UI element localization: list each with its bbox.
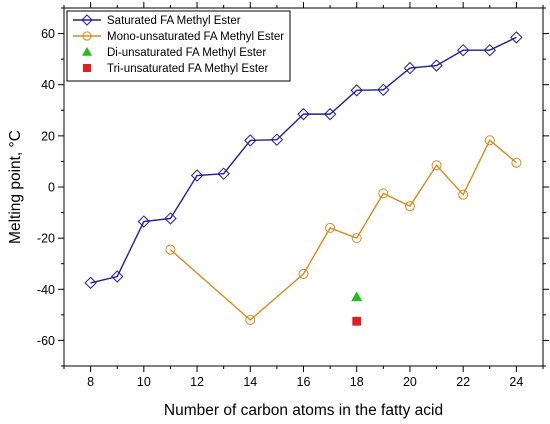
- legend-marker: [82, 31, 92, 41]
- legend-marker: [81, 14, 93, 26]
- x-tick-label: 24: [509, 375, 523, 389]
- y-tick-label: 40: [41, 78, 55, 92]
- y-tick-label: -60: [37, 334, 55, 348]
- x-tick-label: 10: [137, 375, 151, 389]
- legend-label: Di-unsaturated FA Methyl Ester: [107, 47, 266, 59]
- data-point: [325, 222, 336, 233]
- data-point: [111, 270, 124, 283]
- series-3: [351, 291, 363, 302]
- legend-label: Saturated FA Methyl Ester: [107, 15, 241, 27]
- y-axis-ticks: -60 -40 -20 0 20 40 60: [37, 7, 549, 367]
- x-axis-label: Number of carbon atoms in the fatty acid: [164, 402, 443, 419]
- y-tick-label: 20: [41, 129, 55, 143]
- data-point: [270, 133, 284, 146]
- data-point: [484, 135, 495, 146]
- x-tick-label: 12: [190, 375, 204, 389]
- legend-label: Tri-unsaturated FA Methyl Ester: [107, 63, 268, 75]
- data-point: [297, 107, 310, 121]
- y-tick-label: -20: [37, 232, 55, 246]
- data-point: [510, 31, 523, 44]
- x-tick-label: 20: [403, 375, 417, 389]
- data-point: [404, 201, 415, 212]
- legend: Saturated FA Methyl Ester Mono-unsaturate…: [66, 10, 291, 82]
- data-point: [350, 84, 363, 97]
- y-axis-label: Melting point, °C: [7, 130, 24, 244]
- data-point: [245, 314, 256, 325]
- data-point: [351, 233, 362, 244]
- data-point: [430, 59, 443, 72]
- legend-item: Saturated FA Methyl Ester: [73, 14, 241, 27]
- series-line: [90, 36, 517, 284]
- data-point: [378, 188, 389, 199]
- legend-box: [66, 10, 291, 82]
- legend-item: Tri-unsaturated FA Methyl Ester: [83, 63, 268, 75]
- legend-label: Mono-unsaturated FA Methyl Ester: [107, 31, 284, 43]
- data-point: [217, 167, 230, 180]
- series-1: [84, 31, 523, 290]
- data-point: [164, 212, 177, 225]
- data-point: [352, 316, 362, 326]
- series-2: [165, 135, 522, 325]
- legend-marker: [83, 64, 91, 72]
- x-tick-label: 14: [243, 375, 257, 389]
- data-point: [137, 215, 151, 228]
- x-tick-label: 18: [350, 375, 364, 389]
- series-layer: [84, 31, 523, 326]
- data-point: [483, 43, 496, 57]
- y-tick-label: 60: [41, 27, 55, 41]
- y-tick-label: -40: [37, 283, 55, 297]
- series-4: [352, 316, 362, 326]
- x-tick-label: 22: [456, 375, 470, 389]
- y-tick-label: 0: [48, 181, 55, 195]
- data-point: [511, 157, 522, 168]
- data-point: [403, 61, 417, 75]
- legend-item: Mono-unsaturated FA Methyl Ester: [73, 31, 284, 43]
- data-point: [298, 268, 309, 279]
- legend-marker: [82, 47, 92, 56]
- data-point: [165, 244, 176, 255]
- data-point: [323, 107, 337, 121]
- data-point: [190, 169, 204, 182]
- data-point: [458, 189, 469, 200]
- legend-item: Di-unsaturated FA Methyl Ester: [82, 47, 266, 59]
- series-line: [169, 139, 517, 321]
- x-tick-label: 8: [87, 375, 94, 389]
- data-point: [377, 83, 390, 97]
- data-point: [431, 160, 442, 171]
- data-point: [456, 43, 470, 57]
- data-point: [84, 276, 97, 290]
- data-point: [351, 291, 363, 302]
- x-axis-ticks: 8 10 12 14 16 18 20 22 24: [63, 2, 544, 389]
- x-tick-label: 16: [297, 375, 311, 389]
- data-point: [244, 134, 257, 147]
